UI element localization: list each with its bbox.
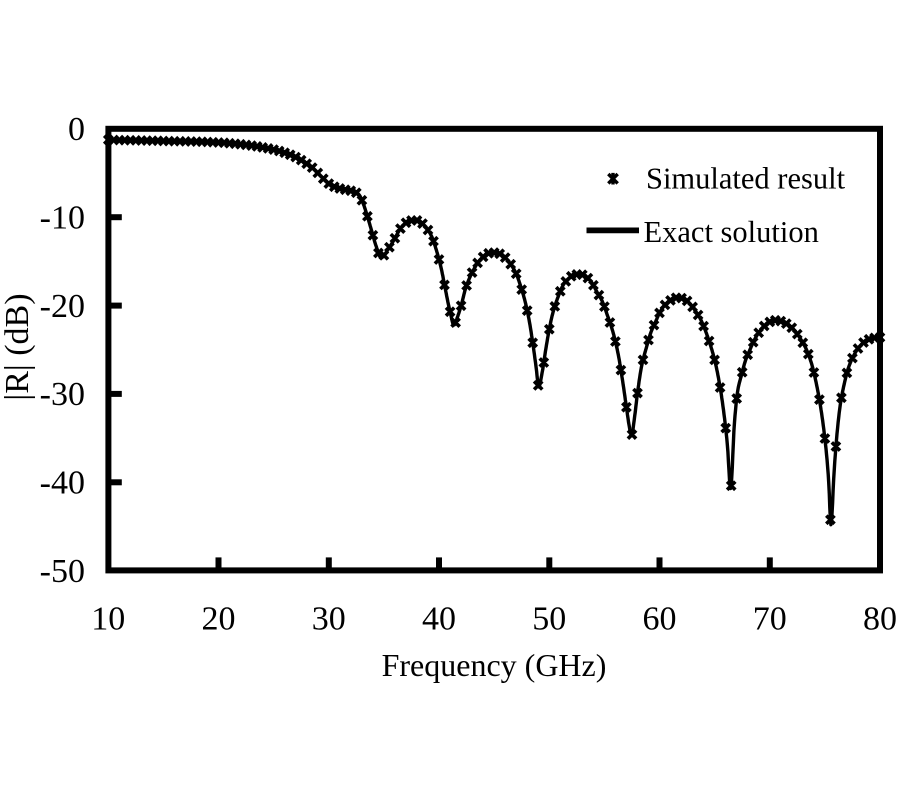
svg-text:60: 60 xyxy=(643,601,677,638)
svg-text:|R| (dB): |R| (dB) xyxy=(0,293,36,400)
svg-text:Frequency (GHz): Frequency (GHz) xyxy=(382,647,607,683)
svg-text:30: 30 xyxy=(312,601,346,638)
svg-text:10: 10 xyxy=(91,601,125,638)
svg-text:70: 70 xyxy=(753,601,787,638)
svg-text:-30: -30 xyxy=(40,376,85,413)
svg-text:-50: -50 xyxy=(40,553,85,590)
svg-text:0: 0 xyxy=(68,111,85,148)
svg-text:40: 40 xyxy=(422,601,456,638)
svg-text:50: 50 xyxy=(532,601,566,638)
svg-text:80: 80 xyxy=(863,601,897,638)
svg-text:Exact solution: Exact solution xyxy=(644,215,819,249)
svg-text:Simulated result: Simulated result xyxy=(646,162,846,196)
svg-text:-10: -10 xyxy=(40,200,85,237)
svg-text:20: 20 xyxy=(202,601,236,638)
svg-text:-20: -20 xyxy=(40,288,85,325)
svg-text:-40: -40 xyxy=(40,465,85,502)
